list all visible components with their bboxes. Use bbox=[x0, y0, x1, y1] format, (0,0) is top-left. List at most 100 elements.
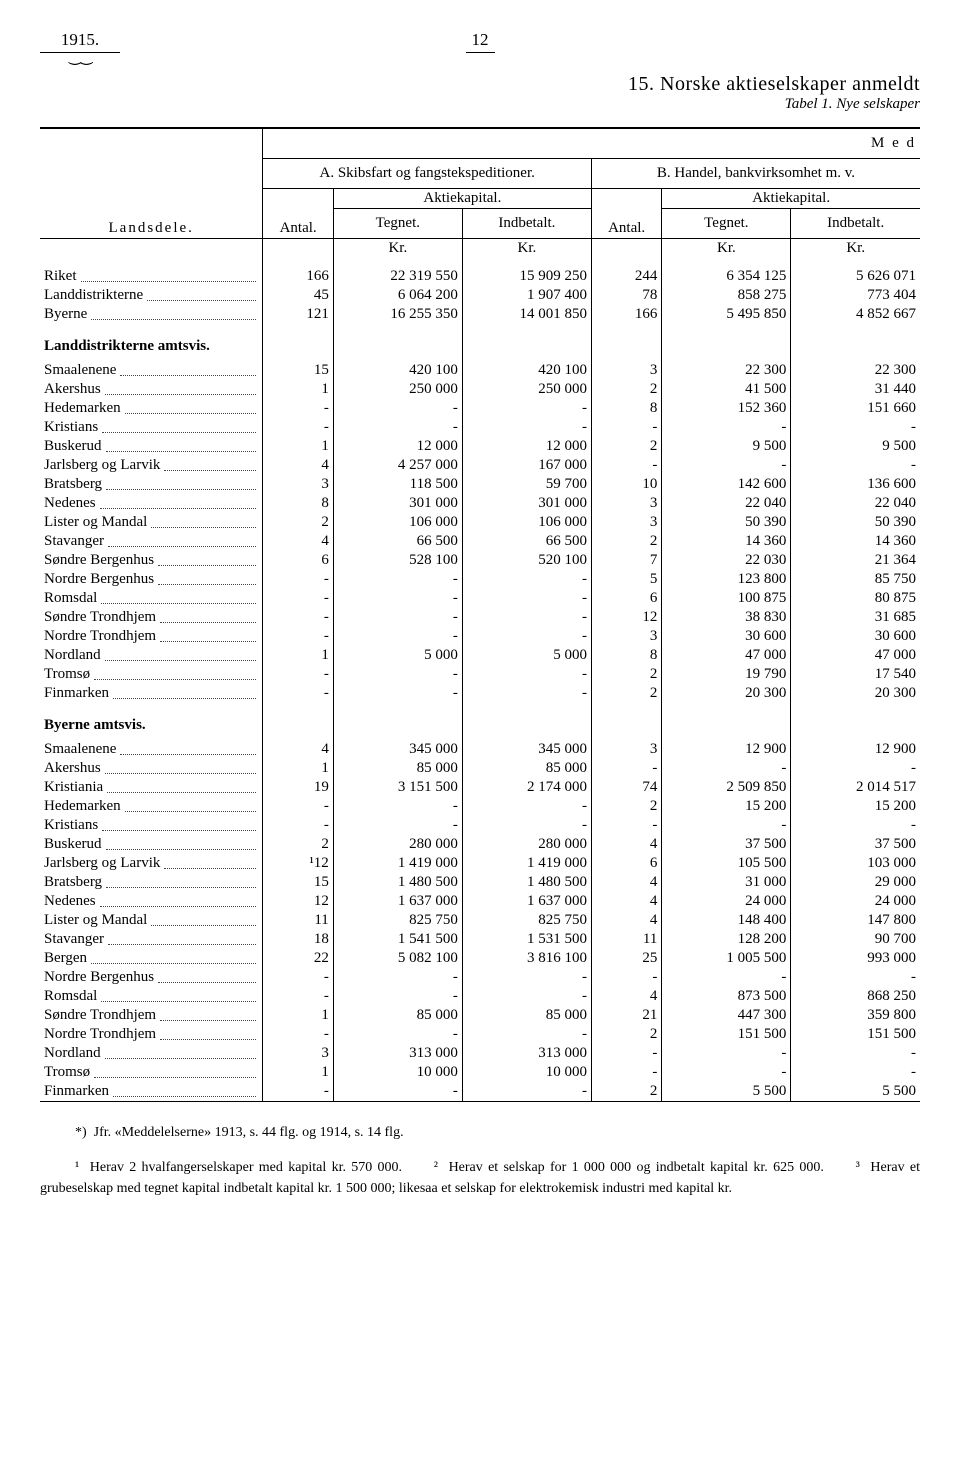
cell-a-indbetalt: 66 500 bbox=[462, 532, 591, 551]
cell-a-indbetalt: 14 001 850 bbox=[462, 305, 591, 324]
cell-b-antal: 4 bbox=[591, 892, 661, 911]
cell-a-indbetalt: 10 000 bbox=[462, 1063, 591, 1082]
table-row: Buskerud2280 000280 000437 50037 500 bbox=[40, 835, 920, 854]
row-label: Bergen bbox=[40, 949, 263, 968]
section1-heading-row: Landdistrikterne amtsvis. bbox=[40, 324, 920, 361]
cell-a-antal: - bbox=[263, 797, 333, 816]
table-row: Søndre Trondhjem---1238 83031 685 bbox=[40, 608, 920, 627]
cell-a-indbetalt: 280 000 bbox=[462, 835, 591, 854]
cell-b-tegnet: 123 800 bbox=[662, 570, 791, 589]
cell-a-tegnet: - bbox=[333, 570, 462, 589]
row-label: Kristiania bbox=[40, 778, 263, 797]
table-row: Lister og Mandal11825 750825 7504148 400… bbox=[40, 911, 920, 930]
cell-b-indbetalt: 30 600 bbox=[791, 627, 920, 646]
cell-a-indbetalt: 15 909 250 bbox=[462, 258, 591, 286]
kr-unit: Kr. bbox=[333, 239, 462, 259]
row-label: Nordland bbox=[40, 646, 263, 665]
cell-a-tegnet: - bbox=[333, 608, 462, 627]
table-row: Nordland15 0005 000847 00047 000 bbox=[40, 646, 920, 665]
table-row: Riket16622 319 55015 909 2502446 354 125… bbox=[40, 258, 920, 286]
row-label: Smaalenene bbox=[40, 740, 263, 759]
cell-a-tegnet: 1 419 000 bbox=[333, 854, 462, 873]
row-label: Bratsberg bbox=[40, 475, 263, 494]
cell-a-indbetalt: - bbox=[462, 816, 591, 835]
cell-b-indbetalt: 5 626 071 bbox=[791, 258, 920, 286]
cell-a-tegnet: - bbox=[333, 399, 462, 418]
cell-a-antal: 2 bbox=[263, 513, 333, 532]
cell-a-indbetalt: 1 480 500 bbox=[462, 873, 591, 892]
table-row: Romsdal---4873 500868 250 bbox=[40, 987, 920, 1006]
cell-b-antal: 4 bbox=[591, 873, 661, 892]
cell-b-antal: 3 bbox=[591, 361, 661, 380]
cell-b-antal: 8 bbox=[591, 646, 661, 665]
row-label: Jarlsberg og Larvik bbox=[40, 854, 263, 873]
cell-b-indbetalt: 359 800 bbox=[791, 1006, 920, 1025]
cell-b-indbetalt: 21 364 bbox=[791, 551, 920, 570]
cell-a-indbetalt: 420 100 bbox=[462, 361, 591, 380]
cell-b-indbetalt: 50 390 bbox=[791, 513, 920, 532]
cell-a-tegnet: 16 255 350 bbox=[333, 305, 462, 324]
cell-b-antal: 3 bbox=[591, 513, 661, 532]
table-row: Tromsø110 00010 000--- bbox=[40, 1063, 920, 1082]
cell-b-indbetalt: - bbox=[791, 816, 920, 835]
cell-a-antal: 15 bbox=[263, 873, 333, 892]
cell-a-antal: - bbox=[263, 627, 333, 646]
table-row: Nedenes8301 000301 000322 04022 040 bbox=[40, 494, 920, 513]
cell-a-indbetalt: - bbox=[462, 627, 591, 646]
row-label: Romsdal bbox=[40, 987, 263, 1006]
row-label: Landdistrikterne bbox=[40, 286, 263, 305]
cell-a-tegnet: - bbox=[333, 1025, 462, 1044]
cell-a-antal: - bbox=[263, 570, 333, 589]
row-label: Nordre Bergenhus bbox=[40, 570, 263, 589]
cell-b-antal: 12 bbox=[591, 608, 661, 627]
row-label: Nordre Trondhjem bbox=[40, 1025, 263, 1044]
cell-a-tegnet: 85 000 bbox=[333, 1006, 462, 1025]
cell-b-indbetalt: 773 404 bbox=[791, 286, 920, 305]
cell-b-indbetalt: - bbox=[791, 1044, 920, 1063]
indbetalt-a-header: Indbetalt. bbox=[462, 209, 591, 239]
section-a-header: A. Skibsfart og fangstekspeditioner. bbox=[263, 159, 592, 189]
cell-a-tegnet: - bbox=[333, 968, 462, 987]
table-row: Romsdal---6100 87580 875 bbox=[40, 589, 920, 608]
cell-b-indbetalt: 80 875 bbox=[791, 589, 920, 608]
cell-b-tegnet: - bbox=[662, 1063, 791, 1082]
row-label: Bratsberg bbox=[40, 873, 263, 892]
header-row-med: M e d bbox=[40, 128, 920, 159]
cell-b-indbetalt: 2 014 517 bbox=[791, 778, 920, 797]
cell-a-indbetalt: 1 907 400 bbox=[462, 286, 591, 305]
cell-b-tegnet: 5 495 850 bbox=[662, 305, 791, 324]
cell-b-indbetalt: 24 000 bbox=[791, 892, 920, 911]
table-row: Tromsø---219 79017 540 bbox=[40, 665, 920, 684]
cell-a-tegnet: - bbox=[333, 816, 462, 835]
cell-b-antal: 2 bbox=[591, 1082, 661, 1102]
cell-b-indbetalt: - bbox=[791, 1063, 920, 1082]
cell-a-antal: 1 bbox=[263, 437, 333, 456]
footnotes: *) Jfr. «Meddelelserne» 1913, s. 44 flg.… bbox=[40, 1122, 920, 1199]
table-row: Lister og Mandal2106 000106 000350 39050… bbox=[40, 513, 920, 532]
cell-a-antal: 45 bbox=[263, 286, 333, 305]
cell-b-tegnet: - bbox=[662, 816, 791, 835]
cell-b-tegnet: 6 354 125 bbox=[662, 258, 791, 286]
cell-b-indbetalt: 31 685 bbox=[791, 608, 920, 627]
cell-b-indbetalt: 47 000 bbox=[791, 646, 920, 665]
title-text: Norske aktieselskaper anmeldt bbox=[660, 73, 920, 95]
cell-b-antal: 25 bbox=[591, 949, 661, 968]
antal-b-header: Antal. bbox=[591, 189, 661, 239]
table-row: Søndre Trondhjem185 00085 00021447 30035… bbox=[40, 1006, 920, 1025]
row-label: Nordre Trondhjem bbox=[40, 627, 263, 646]
cell-b-indbetalt: 31 440 bbox=[791, 380, 920, 399]
cell-b-tegnet: 38 830 bbox=[662, 608, 791, 627]
section-b-header: B. Handel, bankvirksomhet m. v. bbox=[591, 159, 920, 189]
row-label: Byerne bbox=[40, 305, 263, 324]
cell-a-indbetalt: 167 000 bbox=[462, 456, 591, 475]
row-label: Nordre Bergenhus bbox=[40, 968, 263, 987]
table-row: Smaalenene4345 000345 000312 90012 900 bbox=[40, 740, 920, 759]
cell-a-indbetalt: - bbox=[462, 987, 591, 1006]
cell-b-antal: 74 bbox=[591, 778, 661, 797]
cell-a-antal: - bbox=[263, 987, 333, 1006]
cell-b-tegnet: 19 790 bbox=[662, 665, 791, 684]
row-label: Nordland bbox=[40, 1044, 263, 1063]
cell-b-indbetalt: 37 500 bbox=[791, 835, 920, 854]
cell-b-antal: - bbox=[591, 1044, 661, 1063]
cell-a-indbetalt: 59 700 bbox=[462, 475, 591, 494]
